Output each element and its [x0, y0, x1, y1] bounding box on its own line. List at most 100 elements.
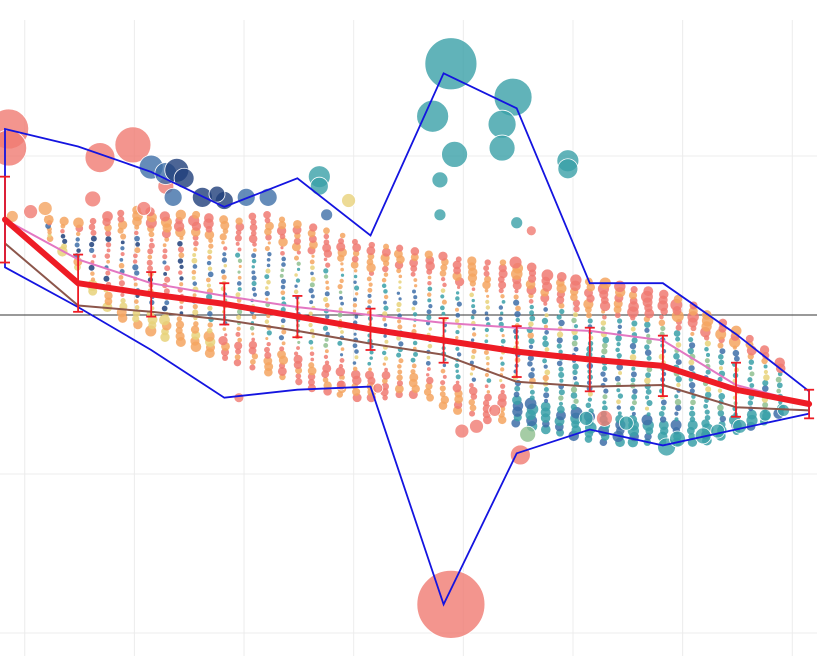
- data-point: [440, 294, 445, 299]
- data-point: [251, 281, 257, 287]
- data-point: [117, 220, 128, 230]
- data-point: [147, 248, 154, 255]
- data-point: [544, 347, 550, 352]
- data-point: [163, 272, 168, 276]
- data-point: [366, 258, 374, 266]
- data-point: [763, 374, 770, 381]
- data-point: [660, 399, 667, 406]
- data-point: [718, 392, 726, 400]
- data-point: [178, 270, 183, 275]
- data-point: [602, 377, 608, 383]
- data-point: [645, 372, 651, 378]
- data-point: [396, 301, 402, 308]
- data-point: [616, 405, 622, 410]
- data-point: [416, 569, 486, 639]
- data-point: [340, 262, 344, 266]
- data-point: [323, 227, 330, 235]
- data-point: [398, 274, 403, 279]
- data-point: [381, 277, 387, 283]
- data-point: [281, 256, 286, 262]
- data-point: [556, 360, 563, 367]
- data-point: [484, 339, 489, 344]
- data-point: [118, 262, 125, 269]
- data-point: [136, 201, 152, 216]
- data-point: [689, 416, 696, 423]
- error-bar: [146, 271, 157, 318]
- data-point: [572, 312, 579, 318]
- data-point: [384, 339, 389, 344]
- data-point: [353, 268, 358, 273]
- data-point: [23, 204, 38, 220]
- data-point: [710, 423, 726, 439]
- data-point: [398, 341, 404, 347]
- data-point: [366, 262, 376, 273]
- data-point: [219, 215, 229, 225]
- data-point: [394, 384, 404, 394]
- data-point: [618, 415, 634, 431]
- data-point: [410, 271, 416, 277]
- data-point: [311, 254, 315, 258]
- data-point: [280, 318, 286, 324]
- data-point: [439, 305, 445, 311]
- data-point: [601, 348, 608, 355]
- data-point: [396, 352, 402, 358]
- data-point: [164, 276, 171, 283]
- data-point: [440, 368, 446, 374]
- data-point: [543, 307, 548, 312]
- data-point: [62, 238, 68, 244]
- data-point: [235, 241, 240, 246]
- data-point: [471, 332, 477, 337]
- data-point: [382, 362, 386, 366]
- data-point: [324, 302, 330, 308]
- data-point: [689, 388, 695, 394]
- data-point: [192, 304, 198, 310]
- data-point: [264, 274, 270, 280]
- data-point: [632, 388, 638, 395]
- data-point: [175, 320, 185, 329]
- data-point: [515, 305, 521, 312]
- data-point: [308, 339, 314, 345]
- data-point: [323, 257, 328, 262]
- data-point: [527, 355, 534, 362]
- data-point: [147, 254, 153, 260]
- data-point: [529, 384, 534, 389]
- data-point: [397, 369, 403, 375]
- data-point: [470, 338, 475, 342]
- data-point: [514, 385, 521, 392]
- data-point: [543, 387, 549, 392]
- data-point: [369, 356, 373, 360]
- data-point: [529, 310, 535, 316]
- error-bar: [73, 253, 84, 313]
- data-point: [207, 322, 213, 328]
- data-point: [324, 360, 330, 365]
- data-point: [310, 346, 314, 350]
- data-point: [162, 248, 168, 254]
- data-point: [730, 325, 742, 337]
- data-point: [119, 258, 124, 262]
- data-point: [452, 271, 462, 281]
- data-point: [646, 399, 653, 407]
- data-point: [484, 384, 489, 389]
- data-point: [499, 356, 503, 360]
- data-point: [596, 409, 613, 427]
- data-point: [614, 375, 621, 382]
- data-point: [528, 299, 534, 304]
- data-point: [631, 411, 636, 416]
- data-point: [398, 297, 402, 301]
- data-point: [309, 282, 315, 288]
- data-point: [92, 254, 97, 259]
- data-point: [413, 284, 418, 288]
- data-point: [688, 359, 695, 366]
- data-point: [224, 333, 228, 337]
- data-point: [558, 302, 565, 309]
- data-point: [616, 363, 624, 371]
- data-point: [485, 316, 490, 321]
- data-point: [266, 257, 271, 262]
- data-point: [147, 265, 154, 272]
- data-point: [208, 243, 214, 249]
- data-point: [644, 327, 650, 333]
- data-point: [173, 221, 185, 232]
- data-point: [469, 360, 474, 365]
- data-point: [324, 291, 330, 297]
